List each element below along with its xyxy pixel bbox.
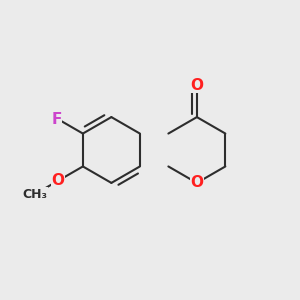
Text: O: O xyxy=(190,176,203,190)
Text: O: O xyxy=(190,78,203,93)
Text: CH₃: CH₃ xyxy=(22,188,47,201)
Text: F: F xyxy=(51,112,62,127)
Text: O: O xyxy=(51,173,64,188)
